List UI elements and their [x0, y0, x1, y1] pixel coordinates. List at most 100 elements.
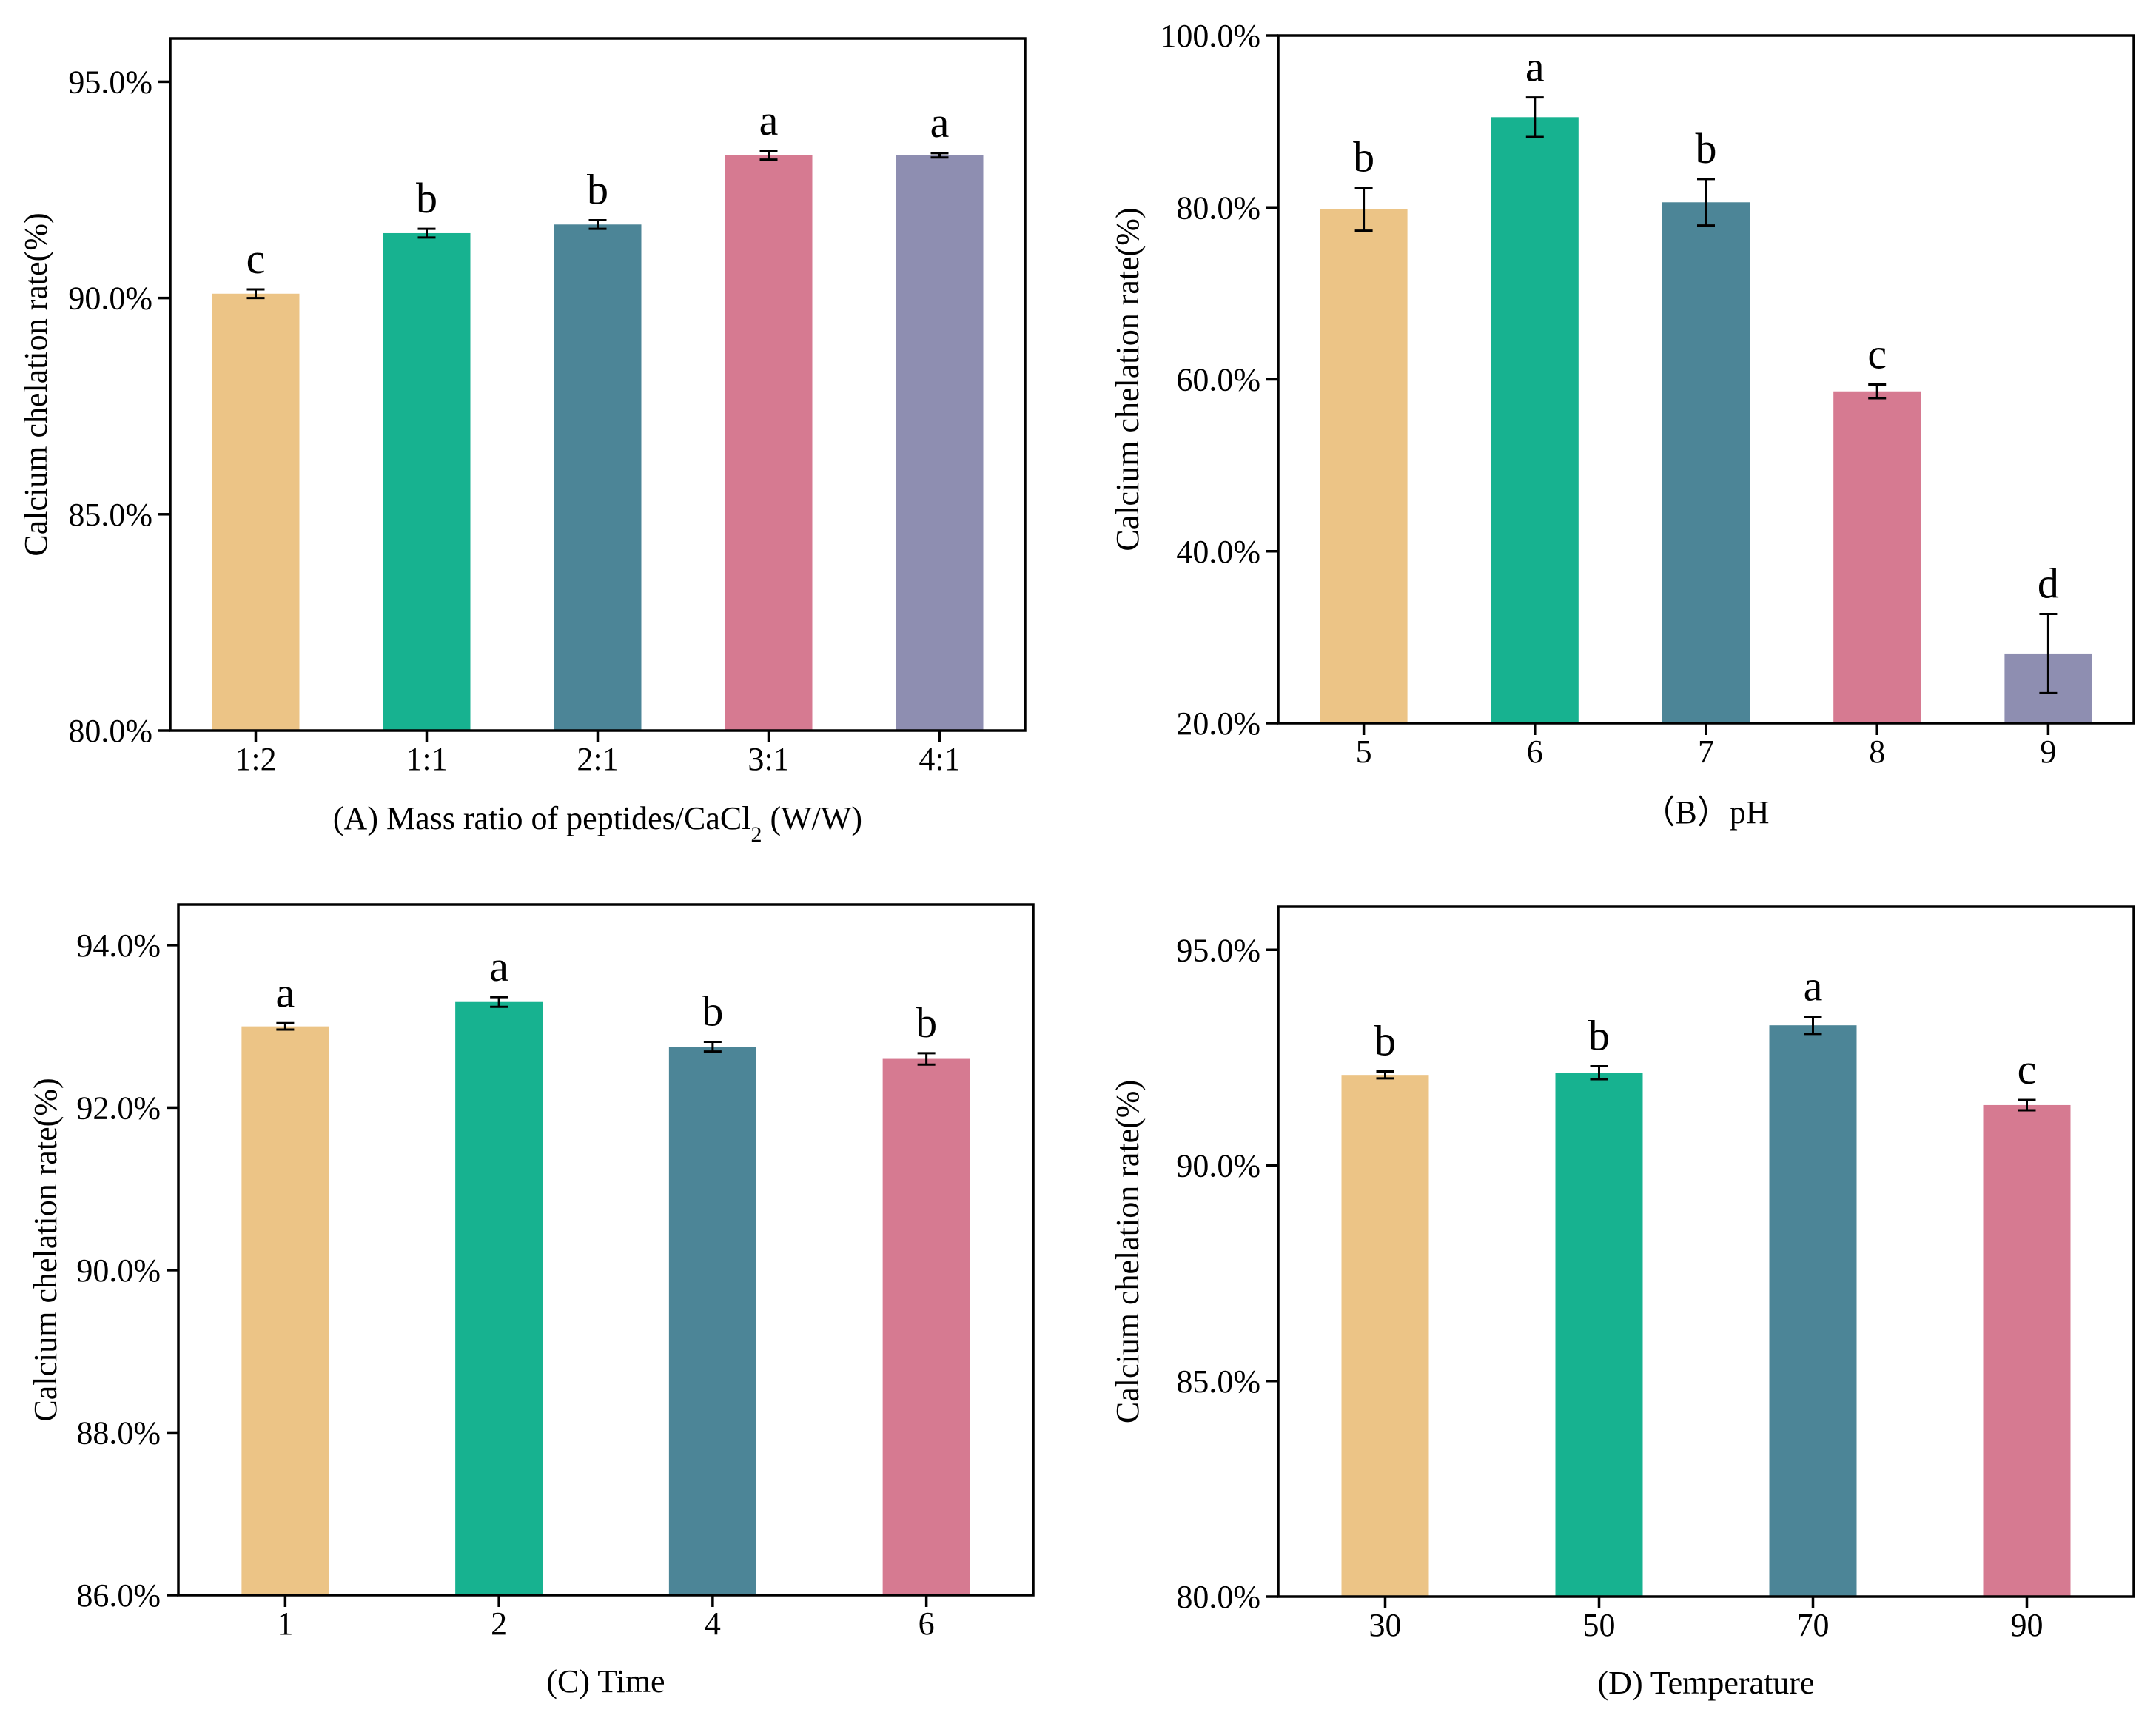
panel-a-error-bar-5 — [930, 152, 949, 159]
panel-c-sig-letter-1: a — [276, 968, 295, 1016]
panel-a-bar-1 — [212, 293, 300, 731]
panel-b-sig-letter-5: d — [2038, 560, 2059, 608]
panel-c-bar-3 — [668, 1047, 756, 1595]
panel-c-xtick-label-4: 6 — [919, 1605, 935, 1642]
panel-b-xtick-label-5: 9 — [2040, 734, 2056, 770]
panel-b-error-bar-1 — [1354, 187, 1373, 232]
panel-b-xtick-label-2: 6 — [1527, 734, 1543, 770]
panel-b-sig-letter-2: a — [1525, 43, 1545, 91]
panel-d-sig-letter-1: b — [1374, 1017, 1396, 1065]
panel-d-bar-1 — [1341, 1075, 1429, 1597]
panel-d-error-bar-4 — [2018, 1098, 2036, 1112]
panel-d-error-bar-1 — [1376, 1070, 1394, 1080]
panel-b-xtick-label-1: 5 — [1356, 734, 1372, 770]
panel-b-ytick-label-3: 60.0% — [1176, 362, 1260, 398]
panel-d-error-bar-3 — [1804, 1016, 1822, 1036]
panel-b-xtick-label-3: 7 — [1698, 734, 1714, 770]
panel-a-sig-letter-2: b — [416, 174, 437, 222]
panel-b-xtick-label-4: 8 — [1869, 734, 1885, 770]
panel-d-ytick-label-4: 95.0% — [1176, 932, 1260, 968]
panel-b-bar-3 — [1662, 202, 1750, 724]
panel-d-ytick-label-2: 85.0% — [1176, 1363, 1260, 1400]
panel-c-axes-frame — [177, 903, 1035, 1597]
panel-c-xtick-label-2: 2 — [491, 1605, 507, 1642]
panel-a-bar-5 — [896, 155, 984, 731]
panel-a-error-bar-4 — [759, 150, 778, 161]
panel-b-error-bar-3 — [1697, 178, 1715, 227]
panel-c-bar-4 — [882, 1058, 970, 1595]
panel-a-sig-letter-1: c — [246, 235, 266, 283]
panel-c-ytick-label-3: 90.0% — [76, 1252, 161, 1289]
panel-a-xtick-label-1: 1:2 — [235, 741, 276, 777]
panel-b-error-bar-2 — [1525, 96, 1544, 138]
panel-c-xtick-label-3: 4 — [705, 1605, 721, 1642]
panel-c-sig-letter-4: b — [916, 999, 937, 1047]
panel-d-xtick-label-2: 50 — [1583, 1607, 1616, 1643]
panel-b-ylabel: Calcium chelation rate(%) — [1109, 207, 1146, 551]
panel-d-sig-letter-4: c — [2018, 1045, 2037, 1093]
panel-d-bar-3 — [1769, 1025, 1857, 1597]
panel-a-sig-letter-4: a — [759, 96, 779, 144]
panel-d-xtick-label-4: 90 — [2011, 1607, 2044, 1643]
panel-d-sig-letter-3: a — [1804, 962, 1823, 1010]
panel-a-error-bar-2 — [417, 227, 436, 239]
panel-b-sig-letter-4: c — [1867, 329, 1887, 378]
panel-a-bar-2 — [383, 232, 471, 731]
panel-d-xlabel: (D) Temperature — [1598, 1665, 1815, 1701]
panel-a-ylabel: Calcium chelation rate(%) — [18, 212, 54, 556]
panel-d-ytick-label-3: 90.0% — [1176, 1148, 1260, 1184]
panel-a-sig-letter-5: a — [930, 98, 950, 147]
panel-c-sig-letter-3: b — [702, 987, 723, 1036]
panel-b-ytick-label-5: 100.0% — [1160, 18, 1260, 54]
panel-c-ylabel: Calcium chelation rate(%) — [27, 1078, 64, 1421]
panel-a-sig-letter-3: b — [587, 165, 608, 213]
panel-c-bar-1 — [241, 1026, 329, 1595]
panel-c-bar-2 — [455, 1001, 543, 1595]
panel-d-bar-4 — [1983, 1104, 2071, 1597]
panel-b-sig-letter-1: b — [1353, 133, 1374, 181]
panel-b-bar-4 — [1833, 391, 1921, 723]
panel-c-xlabel: (C) Time — [546, 1663, 665, 1699]
panel-b-xlabel: （B）pH — [1642, 794, 1769, 831]
panel-a-xtick-label-4: 3:1 — [748, 741, 789, 777]
panel-c-ytick-label-2: 88.0% — [76, 1415, 161, 1451]
panel-d-axes-frame — [1277, 905, 2135, 1598]
panel-a-bar-3 — [554, 224, 642, 731]
panel-b-ytick-label-1: 20.0% — [1176, 705, 1260, 742]
panel-a-xtick-label-5: 4:1 — [919, 741, 960, 777]
panel-c-xtick-label-1: 1 — [277, 1605, 293, 1642]
panel-c-ytick-label-4: 92.0% — [76, 1090, 161, 1126]
panel-a-ytick-label-2: 85.0% — [68, 497, 152, 533]
panel-c-error-bar-3 — [703, 1041, 722, 1053]
panel-b-sig-letter-3: b — [1696, 124, 1717, 172]
panel-d-error-bar-2 — [1590, 1065, 1608, 1081]
panel-d-sig-letter-2: b — [1588, 1012, 1610, 1060]
panel-c-ytick-label-5: 94.0% — [76, 927, 161, 964]
panel-a-xtick-label-2: 1:1 — [406, 741, 447, 777]
panel-a-error-bar-1 — [246, 288, 265, 300]
panel-d-bar-2 — [1555, 1073, 1643, 1597]
panel-c-error-bar-1 — [276, 1021, 295, 1031]
panel-a-error-bar-3 — [588, 218, 607, 230]
panel-d-ylabel: Calcium chelation rate(%) — [1109, 1080, 1146, 1423]
panel-b-error-bar-4 — [1868, 383, 1887, 400]
panel-a-ytick-label-4: 95.0% — [68, 64, 152, 100]
panel-d-ytick-label-1: 80.0% — [1176, 1579, 1260, 1615]
panel-c-sig-letter-2: a — [489, 942, 508, 990]
panel-a-bar-4 — [725, 155, 813, 731]
panel-b-bar-2 — [1491, 117, 1579, 724]
panel-a-ytick-label-3: 90.0% — [68, 281, 152, 317]
panel-a-xlabel: (A) Mass ratio of peptides/CaCl2 (W/W) — [333, 800, 862, 847]
panel-b-ytick-label-4: 80.0% — [1176, 189, 1260, 226]
panel-a-xtick-label-3: 2:1 — [577, 741, 618, 777]
panel-c-error-bar-4 — [917, 1052, 936, 1066]
panel-b-error-bar-5 — [2039, 613, 2058, 694]
panel-c-ytick-label-1: 86.0% — [76, 1577, 161, 1614]
panel-d-xtick-label-1: 30 — [1369, 1607, 1402, 1643]
panel-b-bar-1 — [1320, 209, 1408, 723]
panel-b-ytick-label-2: 40.0% — [1176, 534, 1260, 570]
panel-d-xtick-label-3: 70 — [1797, 1607, 1830, 1643]
panel-a-ytick-label-1: 80.0% — [68, 713, 152, 749]
